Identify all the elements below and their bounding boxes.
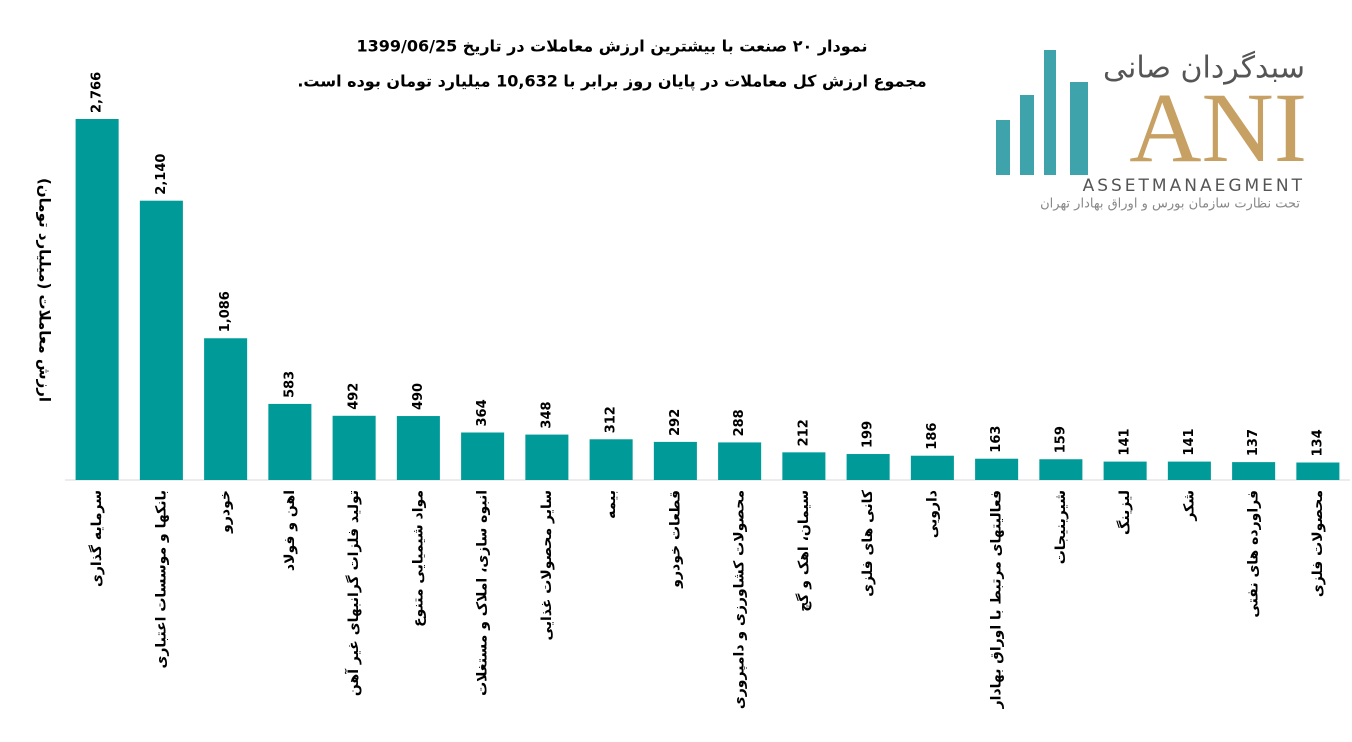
value-label: 312 [604, 406, 619, 433]
value-label: 490 [411, 383, 426, 410]
x-tick-label: کانی های فلزی [860, 489, 876, 597]
x-tick-label: بانکها و موسسات اعتباری [153, 490, 169, 668]
logo-mark: ANI [1129, 72, 1307, 183]
bar [75, 119, 119, 480]
logo-english: ASSETMANAEGMENT [1083, 176, 1305, 196]
value-label: 1,086 [218, 291, 233, 332]
value-label: 292 [668, 409, 683, 436]
x-tick-label: انبوه سازی، املاک و مستغلات [475, 490, 491, 696]
logo-bar [1020, 95, 1034, 175]
bar [718, 442, 762, 480]
logo-bar [1070, 82, 1088, 175]
value-label: 186 [925, 423, 940, 450]
bar [396, 416, 440, 480]
y-axis-label: ارزش معاملات (میلیارد تومان) [36, 178, 54, 402]
value-label: 159 [1053, 426, 1068, 453]
value-label: 199 [861, 421, 876, 448]
value-label: 137 [1246, 429, 1261, 456]
x-tick-label: لیزینگ [1116, 490, 1133, 535]
bar [653, 441, 697, 480]
value-label: 288 [732, 409, 747, 436]
value-label: 141 [1118, 428, 1133, 455]
x-tick-label: قطعات خودرو [667, 490, 683, 589]
value-label: 348 [539, 401, 554, 428]
logo-bar [996, 120, 1010, 175]
x-tick-label: دارویی [924, 490, 940, 538]
bar [204, 338, 248, 480]
x-tick-label: سیمان، اهک و گچ [795, 490, 812, 612]
x-tick-label: خودرو [218, 490, 234, 534]
bar [461, 432, 505, 480]
bar [268, 403, 312, 480]
x-tick-label: شکر [1181, 490, 1197, 522]
x-tick-label: سایر محصولات غذایی [539, 490, 555, 640]
value-label: 2,140 [154, 154, 169, 195]
bar [1167, 461, 1211, 480]
value-label: 583 [282, 371, 297, 398]
value-label: 212 [796, 419, 811, 446]
bar [1039, 459, 1083, 480]
logo-name: سبدگردان صانی [1103, 51, 1305, 86]
x-tick-label: تولید فلزات گرانبهای غیر آهن [344, 490, 362, 696]
x-tick-label: شیرینیجات [1053, 490, 1069, 564]
x-tick-label: فعالیتهای مرتبط با اوراق بهادار [989, 490, 1005, 709]
logo: سبدگردان صانی ANI ASSETMANAEGMENT تحت نظ… [996, 50, 1307, 212]
chart-title: نمودار ۲۰ صنعت با بیشترین ارزش معاملات د… [356, 37, 867, 56]
logo-tagline: تحت نظارت سازمان بورس و اوراق بهادار تهر… [1040, 197, 1300, 212]
bar [782, 452, 826, 480]
bar [139, 200, 183, 481]
value-label: 492 [347, 383, 362, 410]
value-label: 2,766 [90, 72, 105, 113]
x-tick-label: سرمایه گذاری [88, 490, 105, 587]
x-tick-label: محصولات فلزی [1310, 490, 1326, 597]
x-tick-label: محصولات کشاورزی و دامپروری [732, 490, 748, 709]
x-tick-label: فراورده های نفتی [1246, 490, 1262, 618]
bar [975, 458, 1019, 480]
bar [589, 439, 633, 480]
bar [1296, 462, 1340, 480]
value-label: 163 [989, 426, 1004, 453]
bar [332, 415, 376, 480]
bar [846, 454, 890, 480]
bar [1103, 461, 1147, 480]
x-tick-label: بیمه [603, 490, 619, 519]
value-label: 141 [1182, 428, 1197, 455]
value-label: 134 [1310, 429, 1325, 456]
chart-subtitle: مجموع ارزش کل معاملات در پایان روز برابر… [297, 72, 926, 92]
bar [525, 434, 569, 480]
x-tick-label: مواد شیمیایی متنوع [410, 490, 426, 627]
bar [910, 455, 954, 480]
logo-bar [1044, 50, 1056, 175]
value-label: 364 [475, 399, 490, 426]
x-tick-label: اهن و فولاد [282, 490, 298, 571]
bar [1232, 462, 1276, 480]
